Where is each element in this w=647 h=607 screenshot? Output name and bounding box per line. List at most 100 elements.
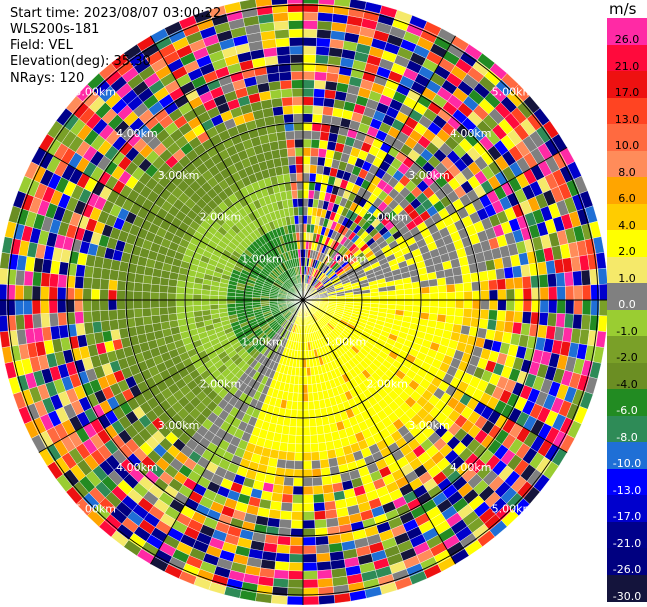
velocity-gate [150,307,160,317]
velocity-gate [521,311,532,325]
velocity-gate [57,286,67,301]
velocity-gate [302,519,316,529]
velocity-gate [302,435,311,445]
velocity-gate [99,289,109,301]
velocity-gate [302,545,317,555]
start-time-label: Start time: 2023/08/07 03:00:22 [10,6,222,21]
velocity-gate [480,299,490,310]
velocity-gate [315,544,330,554]
velocity-gate [302,45,317,55]
velocity-gate [302,138,312,148]
velocity-gate [49,312,59,327]
velocity-gate [286,198,294,209]
velocity-gate [142,274,153,285]
velocity-gate [325,440,335,451]
range-ring-label: 4.00km [450,461,492,474]
velocity-gate [0,252,11,270]
velocity-gate [313,502,326,512]
velocity-gate [294,452,304,462]
velocity-gate [272,106,284,117]
velocity-gate [57,274,68,288]
velocity-gate [274,561,290,571]
colorbar: 26.0 21.0 17.0 13.0 10.0 8.0 6.0 4.0 2.0 1.0 0.0 -1… [607,18,647,603]
velocity-gate [302,384,309,394]
velocity-gate [317,569,333,580]
velocity-gate [32,313,42,329]
range-ring-label: 1.00km [241,336,283,349]
velocity-gate [294,147,304,157]
velocity-gate [565,285,575,301]
velocity-gate [317,20,333,31]
velocity-gate [292,485,304,496]
velocity-gate [321,114,333,125]
velocity-gate [316,37,331,48]
velocity-gate [454,283,464,293]
velocity-gate [302,28,318,38]
velocity-gate [91,310,101,323]
range-ring-label: 2.00km [200,211,242,224]
velocity-gate [226,303,236,309]
velocity-gate [159,314,170,323]
velocity-gate [273,20,289,31]
velocity-gate [495,267,506,280]
velocity-gate [15,269,26,286]
velocity-gate [318,139,329,150]
velocity-gate [503,266,514,279]
velocity-gate [293,460,304,470]
velocity-gate [268,80,282,91]
velocity-gate [151,314,161,325]
velocity-gate [436,277,447,286]
velocity-gate [92,266,103,279]
velocity-gate [429,299,439,308]
velocity-gate [572,314,583,330]
velocity-gate [269,140,280,152]
velocity-gate [273,475,285,486]
velocity-gate [461,316,472,327]
velocity-gate [255,592,273,604]
velocity-gate [595,252,607,270]
velocity-gate [74,299,84,313]
range-ring-label: 3.00km [158,419,200,432]
velocity-gate [299,359,304,368]
velocity-gate [480,290,490,301]
velocity-gate [429,306,439,315]
velocity-gate [116,280,127,291]
velocity-gate [299,240,304,250]
velocity-gate [226,299,236,305]
velocity-gate [296,181,304,191]
velocity-gate [48,286,58,301]
velocity-gate [201,294,211,301]
velocity-gate [302,198,309,208]
velocity-gate [294,138,304,148]
velocity-gate [302,401,309,411]
velocity-gate [298,223,304,233]
velocity-gate [318,450,329,461]
velocity-gate [31,285,41,301]
velocity-gate [503,321,514,334]
velocity-gate [293,113,304,123]
velocity-gate [370,295,380,301]
velocity-gate [117,270,128,282]
velocity-gate [302,71,316,81]
velocity-gate [302,172,310,182]
velocity-gate [309,164,318,174]
velocity-gate [288,28,304,38]
velocity-gate [288,20,304,30]
velocity-gate [272,483,284,494]
velocity-gate [497,299,507,311]
velocity-gate [285,459,295,470]
velocity-gate [454,307,464,317]
velocity-gate [218,295,228,301]
velocity-gate [289,37,304,47]
velocity-gate [428,278,438,287]
velocity-gate [286,139,296,149]
range-ring-label: 1.00km [241,252,283,265]
velocity-gate [556,299,566,314]
velocity-gate [311,130,321,141]
velocity-gate [302,79,315,89]
velocity-gate [312,476,323,487]
velocity-gate [315,417,324,427]
range-ring-label: 2.00km [366,211,408,224]
velocity-gate [243,299,253,304]
velocity-gate [394,283,405,291]
